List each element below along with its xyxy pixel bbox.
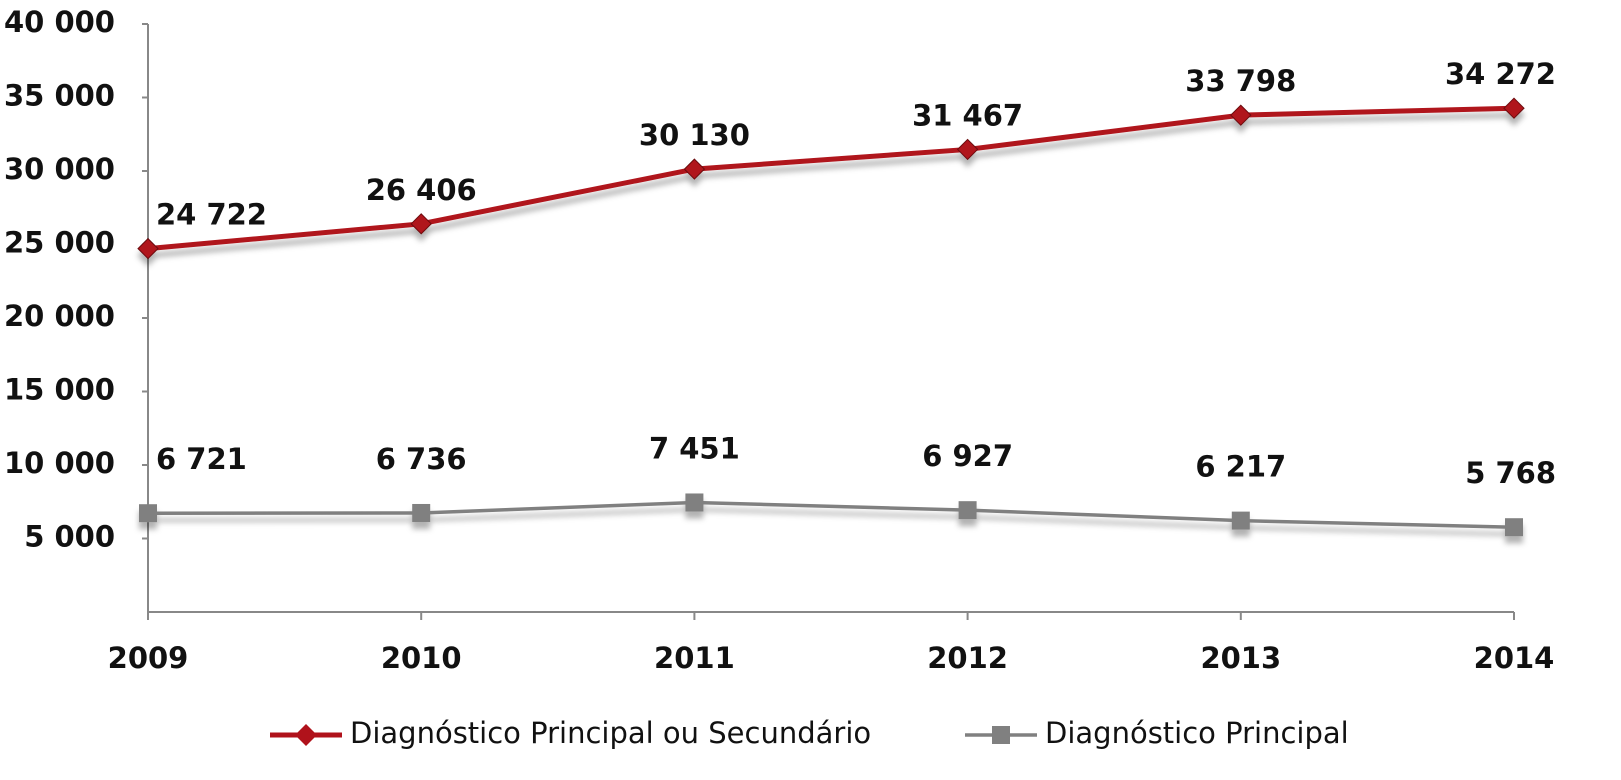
y-tick-label: 35 000 (4, 79, 115, 113)
legend-item: Diagnóstico Principal (965, 716, 1349, 750)
marker (410, 213, 432, 235)
line (147, 500, 1515, 529)
data-label: 33 798 (1185, 64, 1296, 98)
marker (137, 237, 159, 260)
marker (412, 503, 431, 522)
marker (956, 138, 979, 161)
data-label: 26 406 (366, 173, 477, 207)
marker (139, 504, 157, 523)
marker (1230, 104, 1252, 126)
legend-label: Diagnóstico Principal (1045, 716, 1349, 750)
y-tick-label: 10 000 (4, 446, 115, 480)
y-tick-label: 25 000 (4, 226, 115, 260)
legend-marker (295, 724, 317, 746)
data-label: 34 272 (1445, 57, 1556, 91)
x-tick-label: 2009 (108, 641, 189, 675)
legend-label: Diagnóstico Principal ou Secundário (350, 716, 871, 750)
marker (1505, 518, 1523, 537)
x-tick-label: 2013 (1200, 641, 1281, 675)
data-label: 30 130 (639, 118, 750, 152)
marker (958, 501, 977, 520)
line (147, 105, 1515, 252)
y-tick-label: 40 000 (4, 5, 115, 39)
marker (1231, 511, 1250, 530)
x-tick-label: 2010 (381, 641, 462, 675)
legend-marker (992, 726, 1010, 744)
marker (1503, 97, 1525, 119)
x-tick-label: 2012 (927, 641, 1008, 675)
data-label: 6 217 (1195, 450, 1286, 484)
marker (683, 158, 706, 180)
y-tick-label: 20 000 (4, 299, 115, 333)
series (139, 493, 1523, 537)
marker (685, 493, 704, 512)
data-label: 5 768 (1465, 456, 1556, 490)
data-label: 6 927 (922, 439, 1013, 473)
data-label: 6 736 (376, 442, 467, 476)
y-tick-label: 15 000 (4, 373, 115, 407)
y-tick-label: 30 000 (4, 152, 115, 186)
y-tick-label: 5 000 (24, 520, 115, 554)
series (137, 97, 1525, 260)
data-label: 7 451 (649, 431, 740, 465)
x-tick-label: 2014 (1474, 641, 1555, 675)
data-label: 31 467 (912, 98, 1023, 132)
data-label: 24 722 (156, 198, 267, 232)
x-tick-label: 2011 (654, 641, 735, 675)
data-label: 6 721 (156, 442, 247, 476)
legend-item: Diagnóstico Principal ou Secundário (270, 716, 871, 750)
